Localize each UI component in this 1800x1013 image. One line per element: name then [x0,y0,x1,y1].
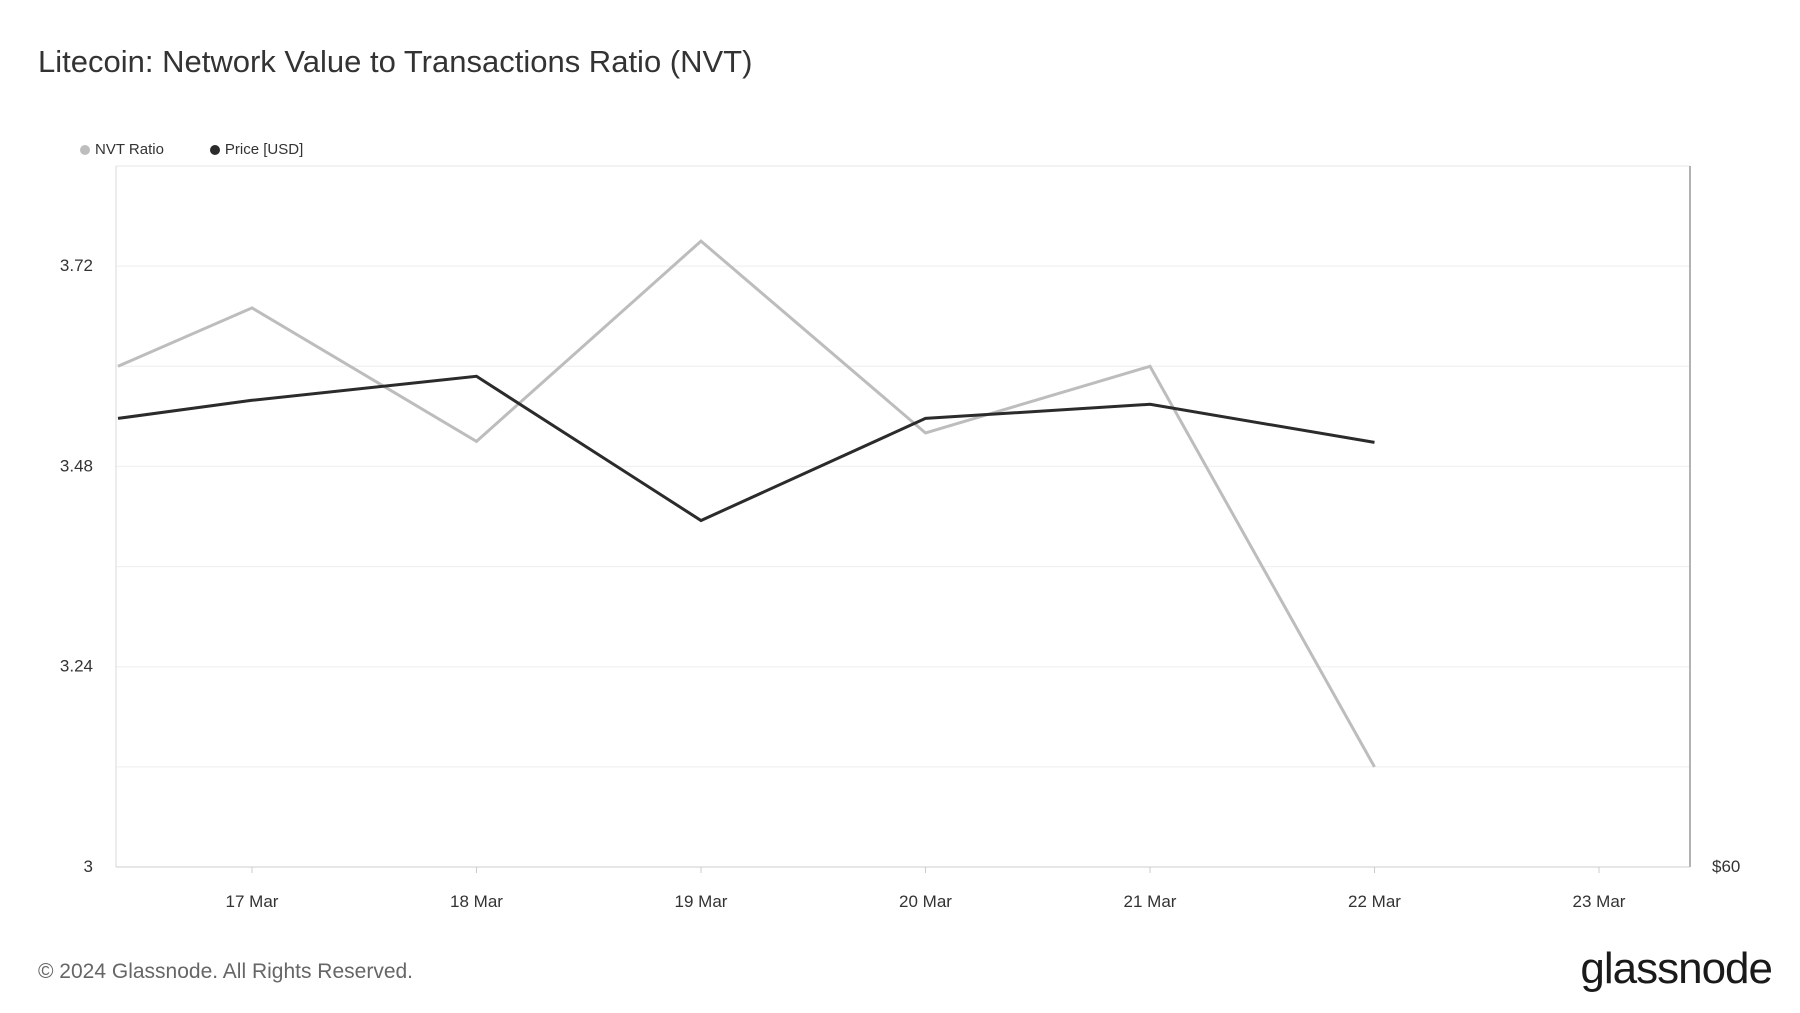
x-tick-label: 22 Mar [1348,892,1401,911]
copyright-text: © 2024 Glassnode. All Rights Reserved. [38,960,414,983]
x-tick-label: 21 Mar [1124,892,1177,911]
y-tick-label-left: 3.72 [60,256,93,275]
chart-title: Litecoin: Network Value to Transactions … [38,44,753,79]
x-tick-label: 17 Mar [226,892,279,911]
legend-label-nvt: NVT Ratio [95,141,164,158]
legend-marker-price [209,144,220,155]
legend-label-price: Price [USD] [224,141,304,158]
legend-marker-nvt [80,144,90,155]
series-line-price [117,374,1375,523]
y-tick-label-left: 3 [84,857,93,876]
legend: NVT Ratio Price [USD] [80,141,303,158]
x-tick-label: 20 Mar [899,892,952,911]
glassnode-logo: glassnode [1580,944,1773,993]
series-line-nvt [117,239,1376,768]
x-tick-label: 23 Mar [1573,892,1626,911]
legend-item-price[interactable]: Price [USD] [209,141,304,158]
y-tick-label-right: $60 [1712,857,1740,876]
x-tick-label: 18 Mar [450,892,503,911]
x-tick-label: 19 Mar [675,892,728,911]
y-tick-label-left: 3.48 [60,456,93,475]
legend-item-nvt[interactable]: NVT Ratio [80,141,164,158]
y-tick-label-left: 3.24 [60,657,93,676]
